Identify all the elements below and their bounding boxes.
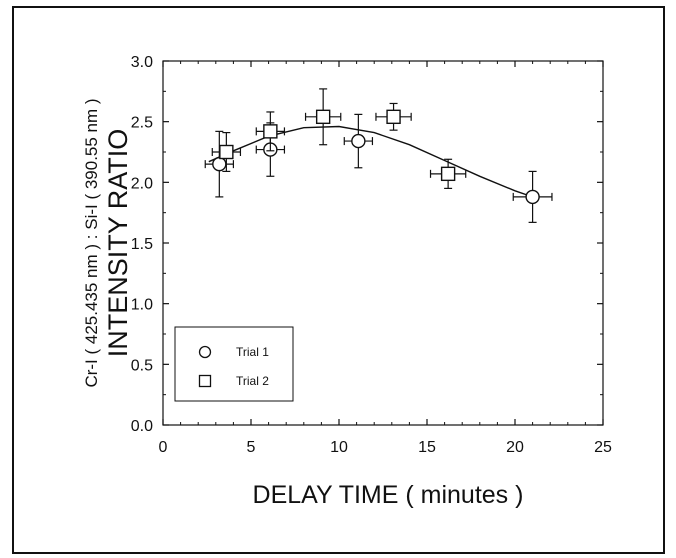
marker-circle (351, 133, 366, 149)
marker-square (219, 144, 234, 160)
y-tick-label: 3.0 (131, 54, 153, 71)
y-tick-label: 0.0 (131, 418, 153, 435)
y-tick-label: 1.5 (131, 236, 153, 253)
data-point-circle (512, 170, 553, 223)
marker-square (263, 124, 278, 139)
data-point-square (429, 158, 467, 189)
y-tick-label: 0.5 (131, 357, 153, 374)
fit-curve (208, 125, 533, 198)
legend-marker-trial-1 (198, 345, 212, 359)
marker-circle (212, 156, 227, 172)
y-tick-label: 2.5 (131, 115, 153, 132)
data-point-square (304, 88, 342, 146)
x-tick-label: 20 (506, 439, 524, 456)
x-tick-label: 10 (330, 439, 348, 456)
data-point-square (255, 111, 286, 152)
data-point-circle (204, 130, 234, 198)
data-point-square (211, 131, 242, 173)
data-point-circle (343, 113, 374, 169)
x-tick-label: 0 (159, 439, 168, 456)
marker-square (315, 109, 331, 125)
legend-marker-trial-2 (198, 374, 212, 388)
marker-square (440, 166, 456, 182)
legend-box (174, 326, 294, 402)
y-tick-label: 2.0 (131, 175, 153, 192)
marker-square (386, 109, 401, 125)
y-axis-title: INTENSITY RATIO (103, 129, 133, 358)
x-axis-title: DELAY TIME ( minutes ) (253, 481, 524, 509)
x-axis-ticks: 0 5 10 15 20 25 (159, 61, 612, 456)
marker-circle (525, 189, 540, 205)
y-tick-label: 1.0 (131, 297, 153, 314)
data-point-square (375, 102, 412, 131)
data-points-layer (204, 88, 553, 223)
y-axis-subtitle: Cr-I ( 425.435 nm ) : Si-I ( 390.55 nm ) (82, 98, 101, 387)
fit-curve-layer (208, 125, 533, 198)
figure-frame (12, 6, 665, 554)
legend-label-trial-2: Trial 2 (236, 374, 269, 388)
x-tick-label: 5 (247, 439, 256, 456)
legend-label-trial-1: Trial 1 (236, 345, 269, 359)
x-tick-label: 15 (418, 439, 436, 456)
y-axis-ticks: 0.0 0.5 1.0 1.5 2.0 2.5 3.0 (131, 54, 603, 435)
legend: Trial 1 Trial 2 (174, 326, 294, 402)
x-tick-label: 25 (594, 439, 612, 456)
